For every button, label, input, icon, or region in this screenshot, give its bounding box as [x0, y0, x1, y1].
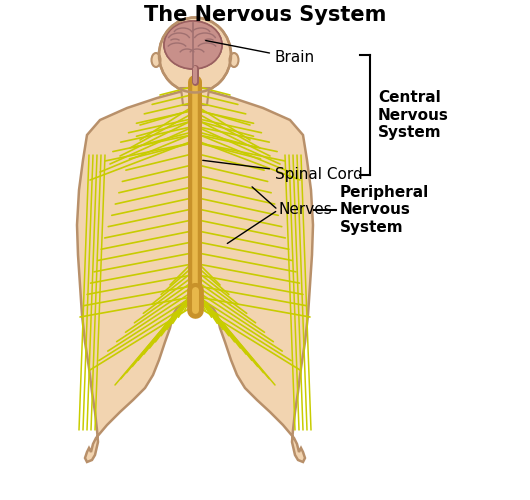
- Ellipse shape: [164, 21, 222, 69]
- PathPatch shape: [77, 92, 313, 462]
- Ellipse shape: [152, 53, 161, 67]
- Text: Spinal Cord: Spinal Cord: [203, 160, 363, 182]
- Text: The Nervous System: The Nervous System: [144, 5, 386, 25]
- Ellipse shape: [159, 18, 231, 92]
- Text: Peripheral
Nervous
System: Peripheral Nervous System: [340, 185, 429, 235]
- PathPatch shape: [181, 88, 209, 105]
- Ellipse shape: [229, 53, 239, 67]
- Ellipse shape: [164, 21, 222, 69]
- Text: Central
Nervous
System: Central Nervous System: [378, 90, 449, 140]
- Text: Nerves: Nerves: [278, 202, 332, 218]
- Text: Brain: Brain: [206, 40, 315, 66]
